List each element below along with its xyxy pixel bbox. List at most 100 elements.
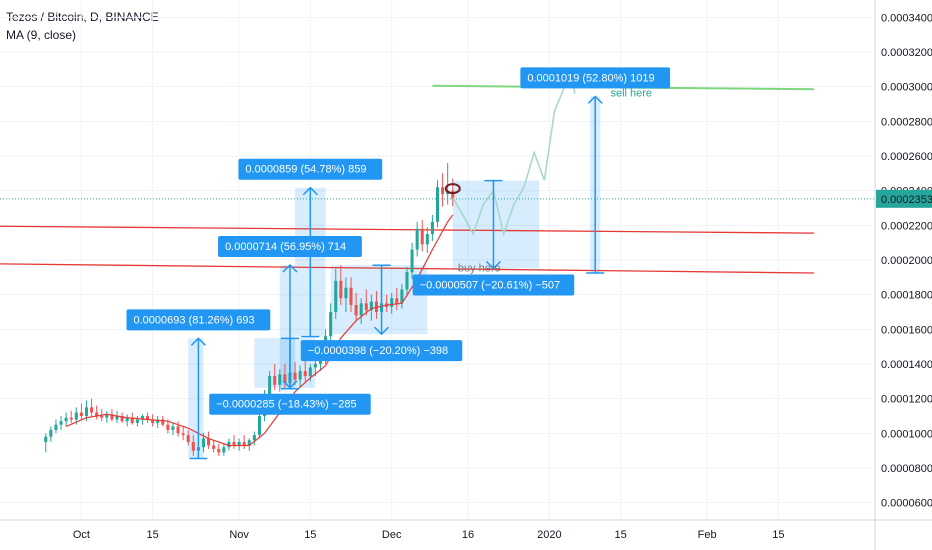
- red-line-upper: [0, 225, 814, 234]
- measure-label-text: −0.0000398 (−20.20%) −398: [308, 345, 448, 357]
- y-tick-label: 0.0001600: [881, 324, 932, 336]
- measure-label-text: −0.0000507 (−20.61%) −507: [420, 279, 560, 291]
- candle-body: [415, 228, 419, 250]
- candle-body: [298, 370, 302, 380]
- candle-body: [273, 376, 277, 385]
- candle-body: [369, 301, 373, 311]
- candle-body: [425, 234, 429, 245]
- candle-body: [237, 442, 241, 446]
- candle-body: [242, 442, 246, 446]
- x-tick-label: Feb: [698, 529, 717, 541]
- candle: [359, 298, 363, 325]
- y-tick-label: 0.0001400: [881, 359, 932, 371]
- candle-body: [49, 429, 53, 437]
- candle-body: [232, 442, 236, 446]
- candle-body: [186, 435, 190, 442]
- candle-body: [293, 372, 297, 380]
- x-tick-label: 15: [304, 529, 316, 541]
- measure-box: [452, 180, 540, 269]
- x-tick-label: Nov: [229, 529, 249, 541]
- measure-label-bg: [238, 158, 383, 180]
- candle-body: [95, 412, 99, 416]
- candle-body: [64, 417, 68, 422]
- candle: [273, 364, 277, 390]
- x-tick-label: Oct: [73, 529, 90, 541]
- candle-body: [303, 370, 307, 377]
- candle: [298, 365, 302, 387]
- x-tick-label: 16: [462, 529, 474, 541]
- candle-body: [395, 298, 399, 304]
- measure-label-bg: [209, 393, 371, 415]
- candle: [79, 403, 83, 420]
- candle: [176, 421, 180, 437]
- candle-body: [201, 438, 206, 448]
- candle: [217, 443, 221, 456]
- arrow-head: [282, 263, 298, 273]
- measure-label-text: 0.0000693 (81.26%) 693: [134, 314, 255, 326]
- candle: [349, 277, 353, 312]
- candle-body: [354, 305, 358, 316]
- candle-body: [451, 190, 455, 200]
- measure-label: −0.0000285 (−18.43%) −285: [209, 393, 371, 415]
- candle: [90, 398, 94, 416]
- candle-body: [156, 419, 160, 423]
- candle: [339, 265, 343, 306]
- candle: [293, 362, 297, 385]
- candle: [44, 433, 48, 453]
- measure-label-text: −0.0000285 (−18.43%) −285: [216, 399, 356, 411]
- candle: [207, 431, 211, 449]
- candle: [390, 292, 394, 314]
- candle: [227, 438, 231, 451]
- candle-body: [278, 374, 282, 385]
- x-tick-label: 15: [772, 529, 784, 541]
- candle: [146, 412, 150, 423]
- measure-label: −0.0000398 (−20.20%) −398: [300, 340, 463, 362]
- candle-body: [161, 419, 165, 425]
- measure-arrow: [586, 95, 605, 274]
- candle: [400, 284, 404, 309]
- candle: [54, 419, 58, 434]
- measure-box: [188, 338, 204, 459]
- candle: [252, 431, 256, 446]
- candle: [135, 416, 139, 427]
- measure-label: 0.0001019 (52.80%) 1019: [520, 67, 671, 89]
- candle-body: [130, 417, 134, 423]
- candle: [446, 162, 450, 205]
- candle-body: [74, 412, 78, 420]
- measure-label-text: 0.0001019 (52.80%) 1019: [527, 72, 654, 84]
- arrow-head: [302, 186, 318, 196]
- candle: [247, 438, 251, 451]
- candle: [171, 422, 175, 436]
- x-tick-label: 15: [615, 529, 627, 541]
- candle-body: [359, 303, 363, 316]
- candle: [105, 410, 109, 423]
- price-scale-bg: [875, 0, 932, 550]
- measure-arrow: [301, 186, 320, 338]
- y-tick-label: 0.0001200: [881, 394, 932, 406]
- candle-body: [171, 426, 175, 430]
- y-tick-label: 0.0002600: [881, 151, 932, 163]
- candle-body: [227, 442, 231, 448]
- measure-label-bg: [520, 67, 671, 89]
- candle-body: [420, 228, 424, 245]
- candle: [59, 416, 63, 430]
- candle-body: [222, 447, 226, 453]
- indicator-label: MA (9, close): [6, 28, 77, 42]
- candle-body: [217, 448, 221, 453]
- candle-body: [115, 416, 119, 420]
- candle-body: [59, 421, 63, 425]
- candle: [115, 410, 119, 423]
- marked-ellipse: [444, 183, 461, 195]
- candle-body: [120, 416, 124, 422]
- candle-body: [308, 367, 312, 377]
- candle: [435, 180, 440, 228]
- candle: [49, 426, 53, 442]
- candle-body: [79, 412, 83, 416]
- candle-body: [207, 438, 211, 446]
- measure-label-bg: [218, 236, 362, 258]
- candle-body: [339, 280, 343, 299]
- arrow-head: [587, 95, 603, 104]
- candle: [430, 214, 434, 241]
- candle: [395, 287, 399, 311]
